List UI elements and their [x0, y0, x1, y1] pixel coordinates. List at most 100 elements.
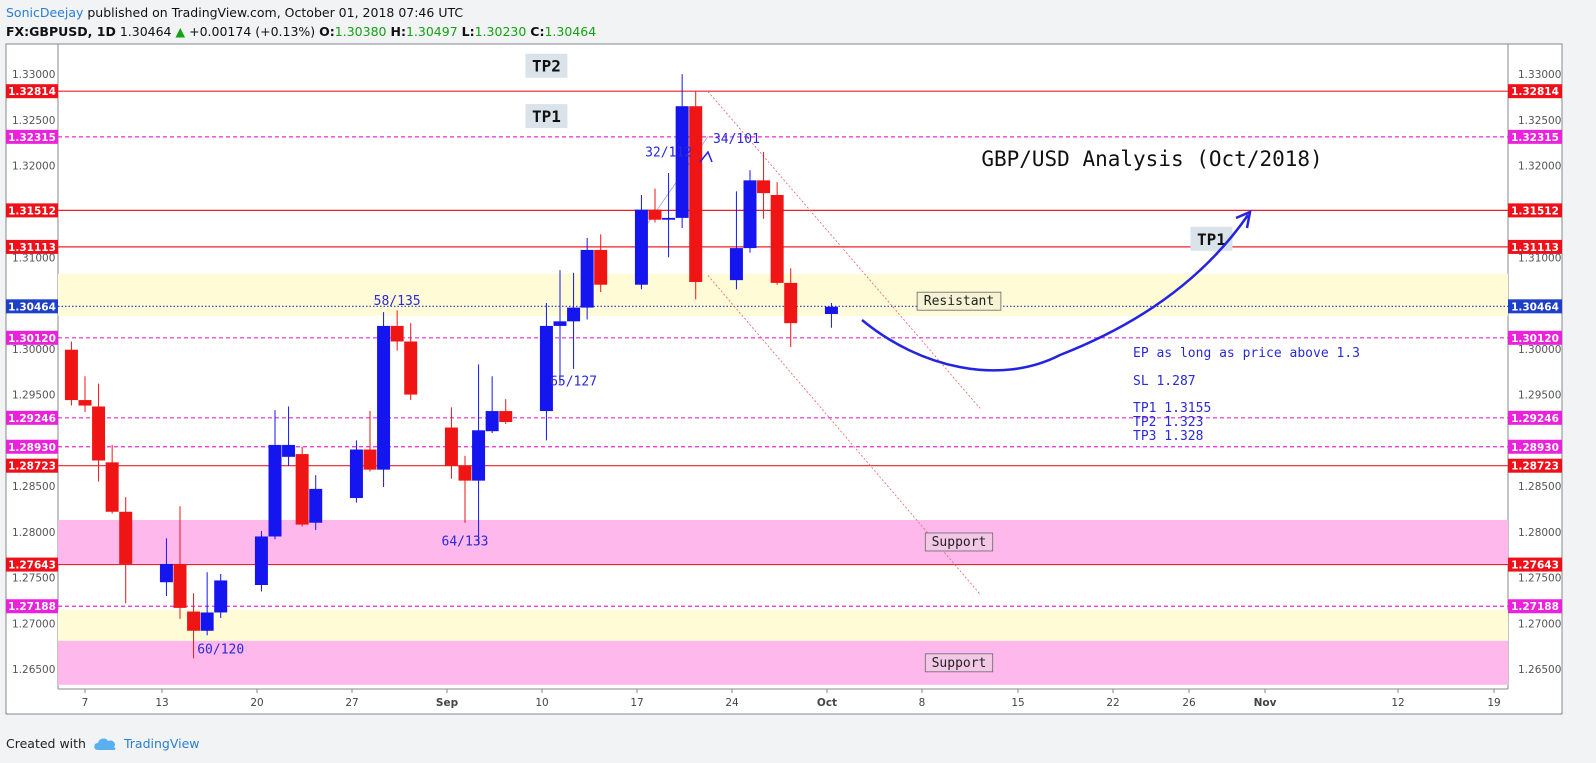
candle-body-17 — [363, 449, 377, 470]
tradingview-cloud-icon — [94, 738, 116, 750]
chart-header: SonicDeejay published on TradingView.com… — [6, 3, 596, 41]
left-price-tag-9 — [6, 458, 58, 473]
x-tick-label: 10 — [535, 697, 548, 709]
zone-4 — [58, 640, 1508, 685]
chart-title: GBP/USD Analysis (Oct/2018) — [981, 147, 1322, 171]
candle-body-37 — [743, 180, 757, 249]
left-price-tag-10 — [6, 557, 58, 572]
candle-body-29 — [580, 249, 594, 308]
ohlc-line: FX:GBPUSD, 1D 1.30464 ▲ +0.00174 (+0.13%… — [6, 22, 596, 41]
y-tick-right: 1.26500 — [1518, 664, 1561, 676]
open-label: O: — [319, 24, 335, 39]
candle-body-11 — [254, 536, 268, 585]
candle-body-15 — [309, 488, 323, 523]
close-value: 1.30464 — [544, 24, 597, 39]
y-tick-left: 1.32500 — [12, 115, 55, 127]
candle-body-40 — [784, 282, 798, 324]
x-tick-label: 24 — [725, 697, 739, 709]
y-tick-left: 1.30000 — [12, 344, 55, 356]
y-tick-right: 1.27000 — [1518, 618, 1561, 630]
candle-body-6 — [159, 563, 173, 583]
swing-label-4: 32/112 — [645, 146, 692, 161]
y-tick-right: 1.30000 — [1518, 344, 1561, 356]
zone-2 — [58, 519, 1508, 564]
candle-body-38 — [757, 180, 771, 194]
y-tick-left: 1.32000 — [12, 161, 55, 173]
candle-body-21 — [444, 427, 458, 466]
right-price-tag-11 — [1508, 599, 1562, 614]
y-tick-right: 1.29500 — [1518, 390, 1561, 402]
target-label-1: TP2 — [532, 57, 561, 76]
target-label-box-3 — [1190, 226, 1233, 251]
target-label-2: TP1 — [532, 107, 561, 126]
x-tick-label: 17 — [630, 697, 643, 709]
y-tick-right: 1.31000 — [1518, 252, 1561, 264]
left-price-tag-text: 1.29246 — [8, 413, 56, 425]
swing-label-5: 34/101 — [713, 132, 760, 147]
candle-body-18 — [377, 325, 391, 470]
y-tick-left: 1.28000 — [12, 527, 55, 539]
candle-body-3 — [92, 406, 106, 461]
zone-label-4: Support — [932, 656, 987, 671]
left-price-tag-11 — [6, 599, 58, 614]
left-price-tag-6 — [6, 330, 58, 345]
candle-body-25 — [499, 411, 513, 423]
swing-label-3: 65/127 — [550, 374, 597, 389]
candle-body-7 — [173, 563, 187, 608]
trade-note-3: TP1 1.3155 — [1133, 401, 1211, 416]
high-value: 1.30497 — [405, 24, 458, 39]
left-price-tag-text: 1.28723 — [8, 461, 56, 473]
created-with-label: Created with — [6, 736, 86, 751]
candle-body-26 — [539, 325, 553, 412]
target-label-3: TP1 — [1197, 230, 1226, 249]
open-value: 1.30380 — [334, 24, 387, 39]
y-tick-left: 1.27500 — [12, 573, 55, 585]
x-tick-label: 8 — [919, 697, 926, 709]
candle-body-14 — [295, 454, 309, 525]
right-price-tag-5 — [1508, 299, 1562, 314]
candle-body-41 — [824, 306, 838, 315]
x-tick-label: 27 — [345, 697, 358, 709]
zone-3 — [58, 609, 1508, 642]
right-price-tag-text: 1.29246 — [1511, 413, 1559, 425]
trade-note-1: EP as long as price above 1.3 — [1133, 346, 1360, 361]
zone-label-1: Resistant — [924, 294, 994, 309]
right-price-tag-3 — [1508, 203, 1562, 218]
author-link[interactable]: SonicDeejay — [6, 5, 84, 20]
candle-body-31 — [634, 209, 648, 285]
x-tick-label: 22 — [1106, 697, 1119, 709]
projection-arrow-icon — [1235, 209, 1252, 229]
y-tick-right: 1.33000 — [1518, 69, 1561, 81]
left-price-tag-text: 1.27188 — [8, 601, 56, 613]
plot-area — [58, 44, 1508, 689]
footer: Created with TradingView — [6, 736, 200, 751]
left-price-tag-text: 1.32814 — [8, 86, 56, 98]
y-tick-right: 1.27500 — [1518, 573, 1561, 585]
left-price-tag-5 — [6, 299, 58, 314]
candle-body-34 — [675, 106, 689, 218]
x-tick-label: 12 — [1391, 697, 1404, 709]
candle-body-24 — [485, 411, 499, 432]
right-price-tag-2 — [1508, 129, 1562, 144]
x-tick-label: 13 — [155, 697, 168, 709]
trade-note-5: TP3 1.328 — [1133, 429, 1203, 444]
low-label: L: — [461, 24, 475, 39]
small-arrow-icon — [699, 150, 713, 163]
target-label-box-2 — [525, 104, 568, 129]
x-tick-label: 7 — [82, 697, 89, 709]
last-price: 1.30464 — [119, 24, 172, 39]
y-tick-left: 1.27000 — [12, 618, 55, 630]
projection-curve — [861, 214, 1250, 372]
left-price-tag-text: 1.31113 — [8, 242, 56, 254]
right-price-tag-7 — [1508, 410, 1562, 425]
right-price-tag-text: 1.28723 — [1511, 461, 1559, 473]
candle-body-20 — [404, 341, 418, 395]
candle-body-27 — [553, 321, 567, 326]
channel-upper-line — [707, 91, 981, 409]
right-price-tag-6 — [1508, 330, 1562, 345]
tradingview-link[interactable]: TradingView — [123, 736, 200, 751]
triangle-up-icon: ▲ — [175, 24, 186, 39]
trade-note-4: TP2 1.323 — [1133, 415, 1203, 430]
candle-body-10 — [214, 580, 228, 613]
